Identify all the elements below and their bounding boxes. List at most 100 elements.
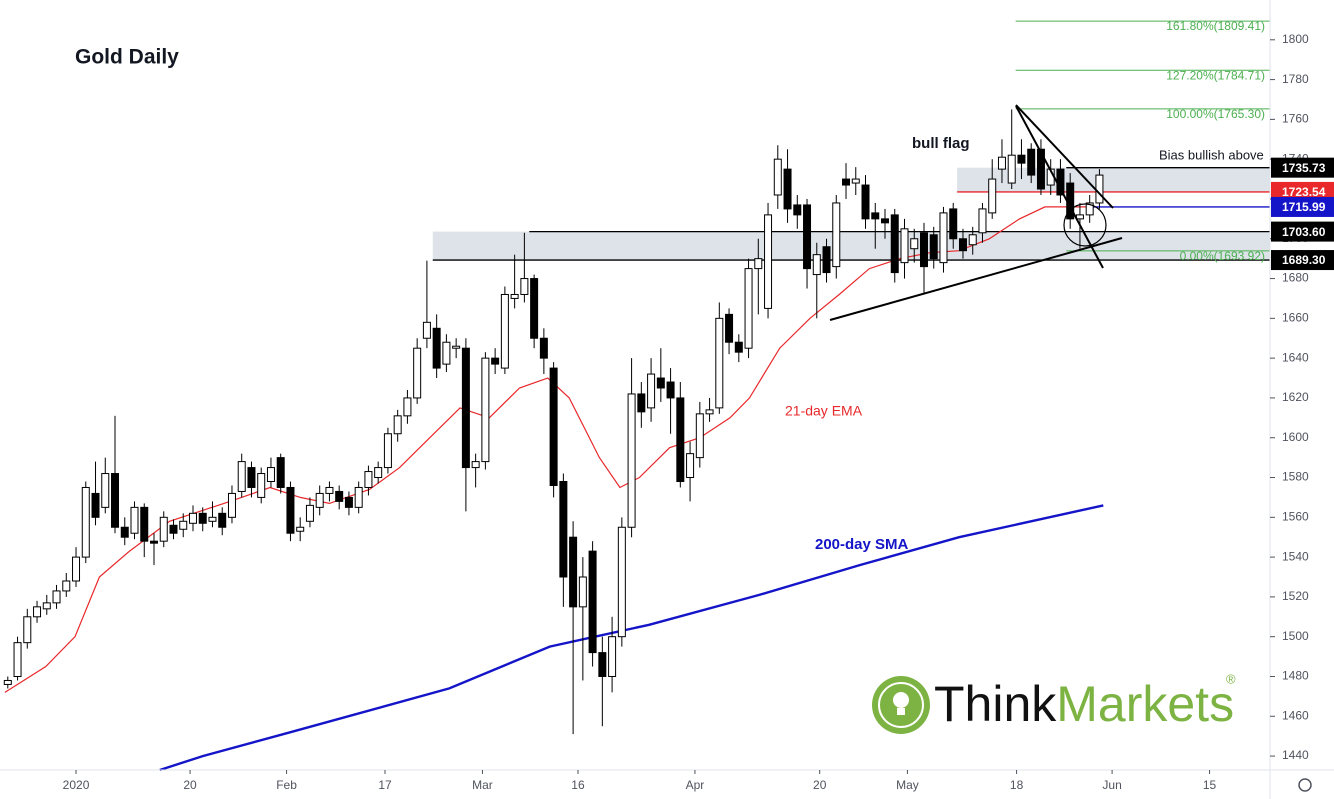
candle-body bbox=[1056, 168, 1065, 196]
candle-body bbox=[608, 636, 617, 677]
candle-body bbox=[452, 345, 461, 349]
level-tag bbox=[1271, 250, 1334, 271]
candle-body bbox=[783, 168, 792, 210]
candle-body bbox=[705, 409, 714, 415]
zone bbox=[957, 167, 1270, 192]
x-tick-label: 16 bbox=[571, 778, 585, 792]
candle-body bbox=[871, 212, 880, 220]
y-tick-label: 1480 bbox=[1282, 669, 1309, 683]
candle-body bbox=[958, 238, 967, 252]
level-tag bbox=[1271, 196, 1334, 217]
candle-body bbox=[744, 268, 753, 349]
candle-body bbox=[734, 341, 743, 353]
candle-body bbox=[851, 178, 860, 184]
candle-body bbox=[627, 393, 636, 528]
candle-body bbox=[3, 679, 12, 685]
candle-body bbox=[764, 214, 773, 309]
candle-body bbox=[910, 238, 919, 250]
candle-body bbox=[383, 433, 392, 469]
candle-body bbox=[1017, 154, 1026, 164]
candle-body bbox=[42, 602, 51, 610]
support-line bbox=[829, 237, 1123, 321]
candle-body bbox=[159, 516, 168, 542]
candle-body bbox=[676, 397, 685, 482]
candle-body bbox=[997, 156, 1006, 170]
candle-body bbox=[1095, 174, 1104, 204]
y-tick-label: 1620 bbox=[1282, 390, 1309, 404]
level-tag bbox=[1271, 157, 1334, 178]
drawings bbox=[829, 104, 1123, 321]
logo: ThinkMarkets ® bbox=[872, 671, 1236, 734]
y-tick-label: 1600 bbox=[1282, 430, 1309, 444]
candle-body bbox=[881, 218, 890, 224]
y-tick-label: 1440 bbox=[1282, 748, 1309, 762]
x-tick-label: 20 bbox=[183, 778, 197, 792]
candle-body bbox=[725, 313, 734, 343]
logo-ring bbox=[878, 682, 924, 728]
y-tick-label: 1580 bbox=[1282, 470, 1309, 484]
level-label: 1723.54 bbox=[1282, 185, 1326, 199]
level-label: 1715.99 bbox=[1282, 200, 1326, 214]
x-tick-label: Jun bbox=[1102, 778, 1121, 792]
candle-body bbox=[286, 486, 295, 534]
candle-body bbox=[149, 540, 158, 544]
logo-think: Think bbox=[934, 676, 1057, 732]
bias-label: Bias bullish above bbox=[1159, 147, 1264, 162]
candle-body bbox=[598, 652, 607, 677]
logo-registered: ® bbox=[1226, 671, 1236, 686]
candle-body bbox=[822, 246, 831, 274]
x-tick-label: 18 bbox=[1010, 778, 1024, 792]
candle-body bbox=[111, 473, 120, 528]
candle-body bbox=[695, 413, 704, 459]
fib-label: 127.20%(1784.71) bbox=[1166, 68, 1265, 82]
candle-body bbox=[325, 486, 334, 494]
candle-body bbox=[101, 473, 110, 508]
candle-body bbox=[257, 473, 266, 498]
candles bbox=[3, 109, 1104, 735]
y-tick-label: 1800 bbox=[1282, 32, 1309, 46]
candle-body bbox=[81, 486, 90, 558]
candle-body bbox=[1075, 214, 1084, 220]
y-tick-label: 1540 bbox=[1282, 549, 1309, 563]
sma-line bbox=[159, 504, 1104, 772]
x-tick-label: 2020 bbox=[63, 778, 90, 792]
y-tick-label: 1500 bbox=[1282, 629, 1309, 643]
zone bbox=[432, 231, 1270, 261]
level-label: 1703.60 bbox=[1282, 225, 1326, 239]
candle-body bbox=[842, 178, 851, 186]
candle-body bbox=[1085, 202, 1094, 216]
candle-body bbox=[1027, 148, 1036, 176]
candle-body bbox=[432, 327, 441, 369]
y-tick-label: 1680 bbox=[1282, 271, 1309, 285]
y-tick-label: 1760 bbox=[1282, 112, 1309, 126]
candle-body bbox=[403, 397, 412, 417]
flag-upper-line bbox=[1015, 104, 1114, 209]
sma-label: 200-day SMA bbox=[815, 536, 909, 553]
flag-lower-line bbox=[1015, 105, 1104, 269]
candle-body bbox=[296, 526, 305, 532]
x-tick-label: 15 bbox=[1203, 778, 1217, 792]
candle-body bbox=[33, 606, 42, 618]
level-label: 1735.73 bbox=[1282, 161, 1326, 175]
candle-body bbox=[471, 461, 480, 469]
candle-body bbox=[198, 512, 207, 524]
settings-icon[interactable] bbox=[1298, 778, 1312, 792]
candle-body bbox=[510, 293, 519, 299]
logo-text: ThinkMarkets bbox=[934, 676, 1234, 732]
candle-body bbox=[647, 373, 656, 409]
logo-bulb bbox=[893, 692, 909, 708]
y-tick-label: 1560 bbox=[1282, 509, 1309, 523]
candle-body bbox=[939, 212, 948, 264]
candle-body bbox=[208, 516, 217, 522]
candle-body bbox=[491, 357, 500, 365]
x-tick-label: Feb bbox=[276, 778, 297, 792]
candle-body bbox=[72, 556, 81, 582]
candle-body bbox=[218, 512, 227, 528]
x-tick-label: 20 bbox=[813, 778, 827, 792]
chart-title: Gold Daily bbox=[75, 46, 179, 69]
level-label: 1689.30 bbox=[1282, 253, 1326, 267]
candle-body bbox=[549, 367, 558, 486]
candle-body bbox=[247, 467, 256, 488]
candle-body bbox=[578, 576, 587, 608]
